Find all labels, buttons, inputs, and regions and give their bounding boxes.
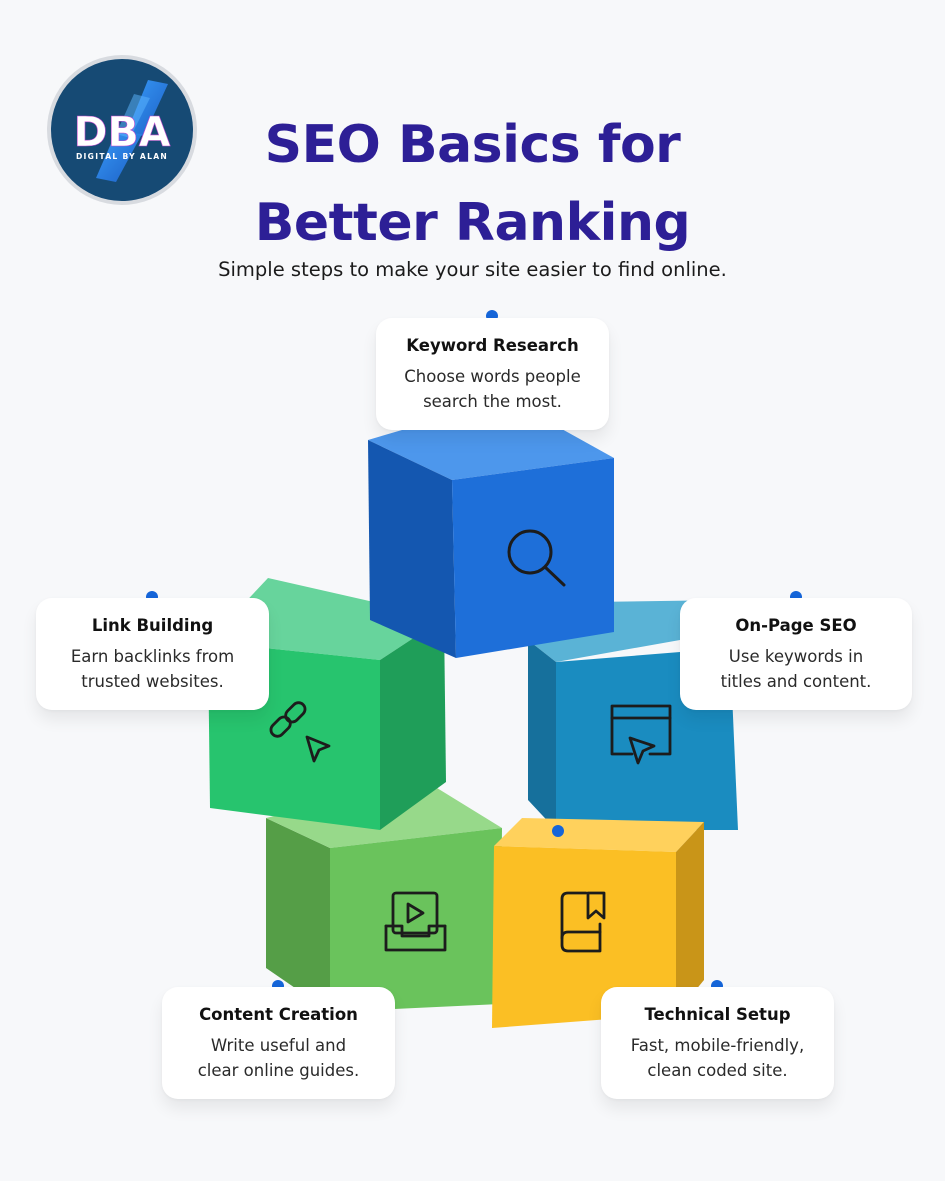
card-description: Fast, mobile-friendly, clean coded site.	[630, 1036, 805, 1080]
technical-setup-connector-dot	[552, 825, 564, 837]
cube-content-creation	[266, 780, 502, 1012]
card-technical-setup: Technical Setup Fast, mobile-friendly, c…	[601, 987, 834, 1099]
card-description: Use keywords in titles and content.	[720, 647, 872, 691]
logo-tagline: DIGITAL BY ALAN	[76, 152, 168, 161]
bookmark-book-icon	[560, 891, 606, 953]
card-description: Write useful and clear online guides.	[197, 1036, 360, 1080]
search-icon	[507, 529, 566, 587]
browser-cursor-icon	[610, 704, 672, 765]
dba-logo: DBA DIGITAL BY ALAN	[47, 55, 197, 205]
card-content-creation: Content Creation Write useful and clear …	[162, 987, 395, 1099]
card-title: Technical Setup	[644, 1005, 791, 1024]
card-title: Content Creation	[199, 1005, 358, 1024]
card-description: Choose words people search the most.	[404, 367, 581, 411]
cube-keyword-research	[368, 428, 614, 658]
cube-technical-setup	[492, 818, 704, 1028]
video-tray-icon	[384, 891, 447, 952]
logo-text: DBA	[73, 108, 170, 156]
page-title: SEO Basics for Better Ranking	[200, 106, 745, 262]
card-title: On-Page SEO	[735, 616, 857, 635]
card-title: Keyword Research	[406, 336, 579, 355]
card-on-page-seo: On-Page SEO Use keywords in titles and c…	[680, 598, 912, 710]
card-keyword-research: Keyword Research Choose words people sea…	[376, 318, 609, 430]
title-line-2: Better Ranking	[254, 193, 691, 253]
card-description: Earn backlinks from trusted websites.	[70, 647, 235, 691]
link-cursor-icon	[269, 701, 331, 763]
title-line-1: SEO Basics for	[264, 115, 681, 175]
card-title: Link Building	[91, 616, 214, 635]
page-subtitle: Simple steps to make your site easier to…	[218, 258, 727, 281]
card-link-building: Link Building Earn backlinks from truste…	[36, 598, 269, 710]
